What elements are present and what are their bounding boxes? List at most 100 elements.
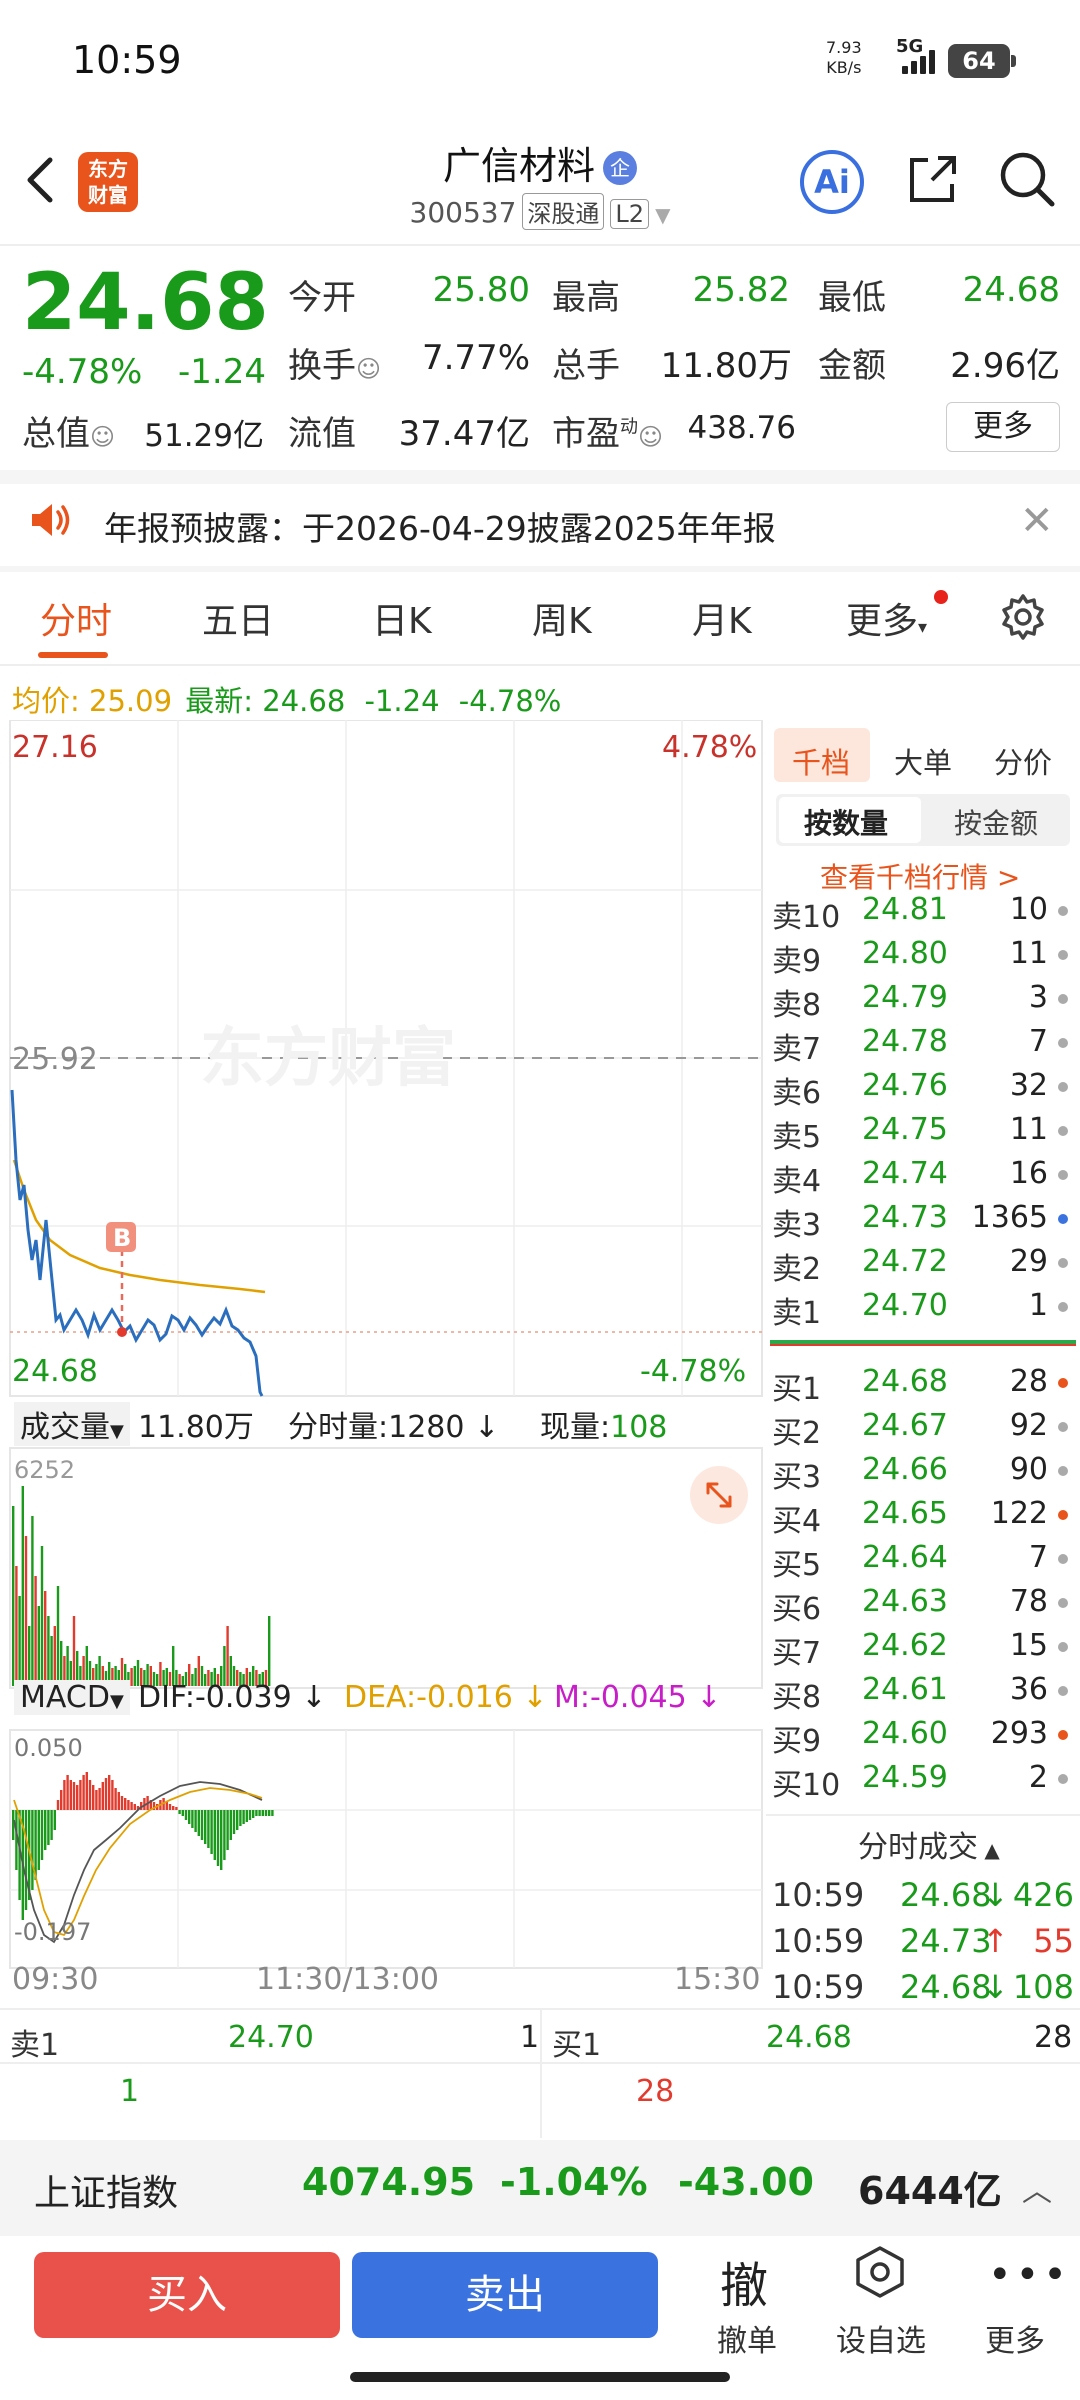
seg-by-qty[interactable]: 按数量 (804, 807, 889, 840)
macd-top: 0.050 (14, 1734, 83, 1762)
volume-bar (40, 1546, 44, 1686)
home-indicator[interactable] (350, 2372, 730, 2382)
macd-bar (37, 1810, 40, 1870)
tab-weekly-k[interactable]: 周K (532, 601, 592, 642)
bid-row[interactable]: 买8 24.61 36 (770, 1672, 1070, 1716)
pe-sup: 动 (620, 416, 638, 438)
ask-row[interactable]: 卖5 24.75 11 (770, 1112, 1070, 1156)
stock-subtitle[interactable]: 300537 深股通 L2 ▼ (0, 193, 1080, 230)
tab-monthly-k[interactable]: 月K (692, 601, 752, 642)
volume-bar (236, 1670, 239, 1686)
level-dot (1058, 1258, 1068, 1268)
caret-down-icon: ▾ (918, 617, 928, 638)
macd-bar (130, 1802, 133, 1810)
add-favorite-label[interactable]: 设自选 (836, 2324, 926, 2359)
level-label: 买4 (772, 1504, 822, 1539)
ask-row[interactable]: 卖8 24.79 3 (770, 980, 1070, 1024)
bid-row[interactable]: 买5 24.64 7 (770, 1540, 1070, 1584)
latest-label: 最新: (185, 684, 254, 718)
macd-bar (149, 1800, 152, 1810)
back-icon[interactable] (20, 150, 60, 210)
macd-bar (18, 1810, 21, 1900)
info-icon[interactable]: ☺ (356, 355, 382, 383)
more-label[interactable]: 更多 (985, 2324, 1045, 2359)
caret-up-icon: ▲ (978, 1838, 1000, 1862)
ask-row[interactable]: 卖7 24.78 7 (770, 1024, 1070, 1068)
bid-row[interactable]: 买9 24.60 293 (770, 1716, 1070, 1760)
bid-row[interactable]: 买4 24.65 122 (770, 1496, 1070, 1540)
trade-dir: ↓ (982, 1968, 1009, 2006)
chevron-up-icon[interactable]: ︿ (1022, 2174, 1052, 2209)
sell-button[interactable]: 卖出 (352, 2252, 658, 2338)
tab-intraday[interactable]: 分时 (40, 601, 113, 642)
trade-vol: 55 (1033, 1922, 1074, 1960)
macd-bar (168, 1804, 172, 1810)
more-dots-icon[interactable]: ••• (988, 2252, 1071, 2298)
vol-now-value: 108 (610, 1410, 668, 1445)
search-icon[interactable] (996, 148, 1058, 210)
cancel-order-label[interactable]: 撤单 (717, 2324, 777, 2359)
ai-icon[interactable]: Ai (800, 150, 864, 214)
tab-big-order[interactable]: 大单 (894, 746, 953, 780)
vol-dropdown[interactable]: 成交量▼ (14, 1402, 130, 1446)
tab-thousand-level[interactable]: 千档 (792, 746, 851, 780)
level-volume: 10 (1009, 892, 1048, 927)
share-icon[interactable] (902, 150, 962, 210)
level-label: 买7 (772, 1636, 822, 1671)
level-volume: 11 (1009, 936, 1048, 971)
more-button[interactable]: 更多 (946, 402, 1060, 452)
ask-row[interactable]: 卖4 24.74 16 (770, 1156, 1070, 1200)
ask-row[interactable]: 卖3 24.73 1365 (770, 1200, 1070, 1244)
buy-marker[interactable] (106, 1222, 136, 1252)
info-icon[interactable]: ☺ (90, 423, 116, 451)
level-label: 卖3 (772, 1208, 822, 1243)
macd-bar (133, 1804, 136, 1810)
tab-five-day[interactable]: 五日 (202, 601, 275, 642)
cancel-order-icon[interactable]: 撤 (720, 2258, 769, 2314)
ask-row[interactable]: 卖1 24.70 1 (770, 1288, 1070, 1332)
settings-icon[interactable] (998, 592, 1048, 642)
latest-pct: -4.78% (458, 684, 562, 718)
notice-text[interactable]: 年报预披露：于2026-04-29披露2025年年报 (104, 509, 776, 548)
bid-row[interactable]: 买2 24.67 92 (770, 1408, 1070, 1452)
level-volume: 2 (1028, 1760, 1048, 1795)
macd-label: MACD (20, 1680, 110, 1715)
volume-bar (245, 1668, 248, 1686)
tab-price-dist[interactable]: 分价 (994, 746, 1053, 780)
index-bar[interactable] (0, 2140, 1080, 2236)
close-icon[interactable]: ✕ (1020, 498, 1054, 544)
macd-dropdown[interactable]: MACD▼ (14, 1680, 130, 1715)
level-volume: 122 (990, 1496, 1048, 1531)
level-dot (1058, 1214, 1068, 1224)
mcap-value: 51.29亿 (144, 418, 264, 454)
trade-row: 10:59 24.73 ↑ 55 (770, 1922, 1076, 1966)
bid-row[interactable]: 买10 24.59 2 (770, 1760, 1070, 1804)
info-icon[interactable]: ☺ (638, 423, 664, 451)
bid-row[interactable]: 买1 24.68 28 (770, 1364, 1070, 1408)
add-favorite-icon[interactable] (852, 2244, 908, 2300)
buy-button[interactable]: 买入 (34, 2252, 340, 2338)
intraday-chart[interactable]: 东方财富 B (0, 720, 766, 2010)
tab-more[interactable]: 更多▾ (846, 592, 927, 644)
avg-line: 均价: 25.09 最新: 24.68 -1.24 -4.78% (12, 678, 561, 720)
tab-daily-k[interactable]: 日K (372, 601, 432, 642)
macd-bar (85, 1772, 88, 1810)
level-price: 24.78 (862, 1024, 948, 1059)
expand-icon[interactable] (690, 1466, 748, 1524)
ask-row[interactable]: 卖2 24.72 29 (770, 1244, 1070, 1288)
bid-row[interactable]: 买6 24.63 78 (770, 1584, 1070, 1628)
volume-bar (69, 1661, 72, 1686)
volume-bar (264, 1670, 268, 1686)
seg-by-amount[interactable]: 按金额 (954, 807, 1039, 840)
bid-row[interactable]: 买3 24.66 90 (770, 1452, 1070, 1496)
ask-row[interactable]: 卖10 24.81 10 (770, 892, 1070, 936)
trade-title[interactable]: 分时成交 ▲ (858, 1822, 1000, 1866)
ask-row[interactable]: 卖9 24.80 11 (770, 936, 1070, 980)
bid-row[interactable]: 买7 24.62 15 (770, 1628, 1070, 1672)
low-label: 最低 (818, 278, 886, 318)
low-value: 24.68 (962, 270, 1060, 310)
ask-row[interactable]: 卖6 24.76 32 (770, 1068, 1070, 1112)
view-depth-link[interactable]: 查看千档行情 > (820, 861, 1021, 894)
pe-label: 市盈动☺ (552, 406, 663, 455)
volume-bar (120, 1658, 124, 1686)
